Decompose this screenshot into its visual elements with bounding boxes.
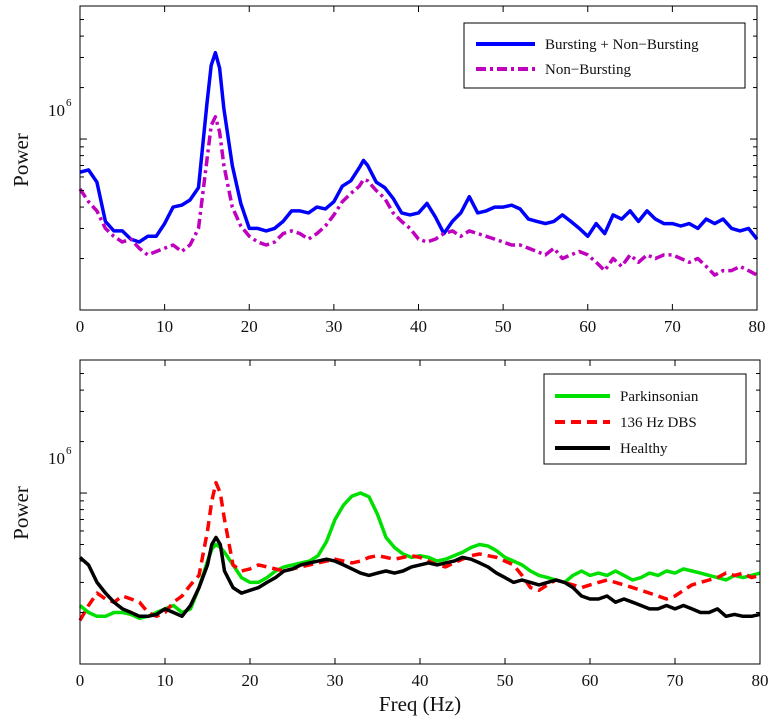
top-x-tick-label: 30 xyxy=(325,317,342,336)
top-x-tick-label: 10 xyxy=(156,317,173,336)
top-legend-label-nonbursting: Non−Bursting xyxy=(545,62,631,78)
bottom-x-tick-label: 70 xyxy=(667,671,684,690)
top-y-axis-label: Power xyxy=(9,133,33,187)
bottom-panel-ticks: 0 10 20 30 40 50 60 70 80 xyxy=(76,359,769,690)
bottom-y-tick-1e6: 10 6 xyxy=(48,445,72,468)
top-series-line-1 xyxy=(78,115,758,277)
top-panel: 0 10 20 30 40 50 60 70 80 Power 10 6 Bursting + … xyxy=(9,5,766,336)
bottom-x-tick-label: 60 xyxy=(582,671,599,690)
bottom-panel-lines xyxy=(78,480,761,622)
top-panel-lines xyxy=(78,50,759,277)
bottom-x-tick-label: 80 xyxy=(752,671,769,690)
bottom-x-axis-label: Freq (Hz) xyxy=(379,692,461,716)
top-panel-ticks: 0 10 20 30 40 50 60 70 80 xyxy=(76,5,766,336)
bottom-x-tick-label: 40 xyxy=(412,671,429,690)
bottom-x-tick-label: 20 xyxy=(242,671,259,690)
bottom-y-tick-base: 10 xyxy=(48,449,65,468)
bottom-x-tick-label: 30 xyxy=(327,671,344,690)
top-x-tick-label: 60 xyxy=(579,317,596,336)
top-x-tick-label: 0 xyxy=(76,317,85,336)
top-y-tick-1e6: 10 6 xyxy=(48,97,72,120)
top-y-tick-exponent: 6 xyxy=(66,97,72,109)
top-y-tick-base: 10 xyxy=(48,101,65,120)
top-series-line-0 xyxy=(79,50,759,244)
bottom-legend-label-dbs: 136 Hz DBS xyxy=(620,415,697,431)
bottom-y-axis-label: Power xyxy=(9,486,33,540)
top-x-tick-label: 80 xyxy=(749,317,766,336)
bottom-y-tick-exponent: 6 xyxy=(66,445,72,457)
bottom-series-line-1 xyxy=(78,480,761,622)
top-x-tick-label: 50 xyxy=(495,317,512,336)
top-legend-box xyxy=(463,22,746,89)
bottom-x-tick-label: 50 xyxy=(497,671,514,690)
bottom-series-line-2 xyxy=(78,535,761,619)
bottom-legend: Parkinsonian 136 Hz DBS Healthy xyxy=(543,373,747,465)
top-x-tick-label: 70 xyxy=(664,317,681,336)
bottom-x-tick-label: 0 xyxy=(76,671,85,690)
bottom-legend-label-healthy: Healthy xyxy=(620,441,668,457)
bottom-x-tick-label: 10 xyxy=(157,671,174,690)
top-x-tick-label: 20 xyxy=(241,317,258,336)
bottom-legend-label-parkinsonian: Parkinsonian xyxy=(620,389,699,405)
top-legend: Bursting + Non−Bursting Non−Bursting xyxy=(463,22,746,89)
top-x-tick-label: 40 xyxy=(410,317,427,336)
bottom-panel: 0 10 20 30 40 50 60 70 80 Power 10 6 Freq (Hz) P… xyxy=(9,359,769,716)
top-legend-label-bursting: Bursting + Non−Bursting xyxy=(545,37,699,53)
